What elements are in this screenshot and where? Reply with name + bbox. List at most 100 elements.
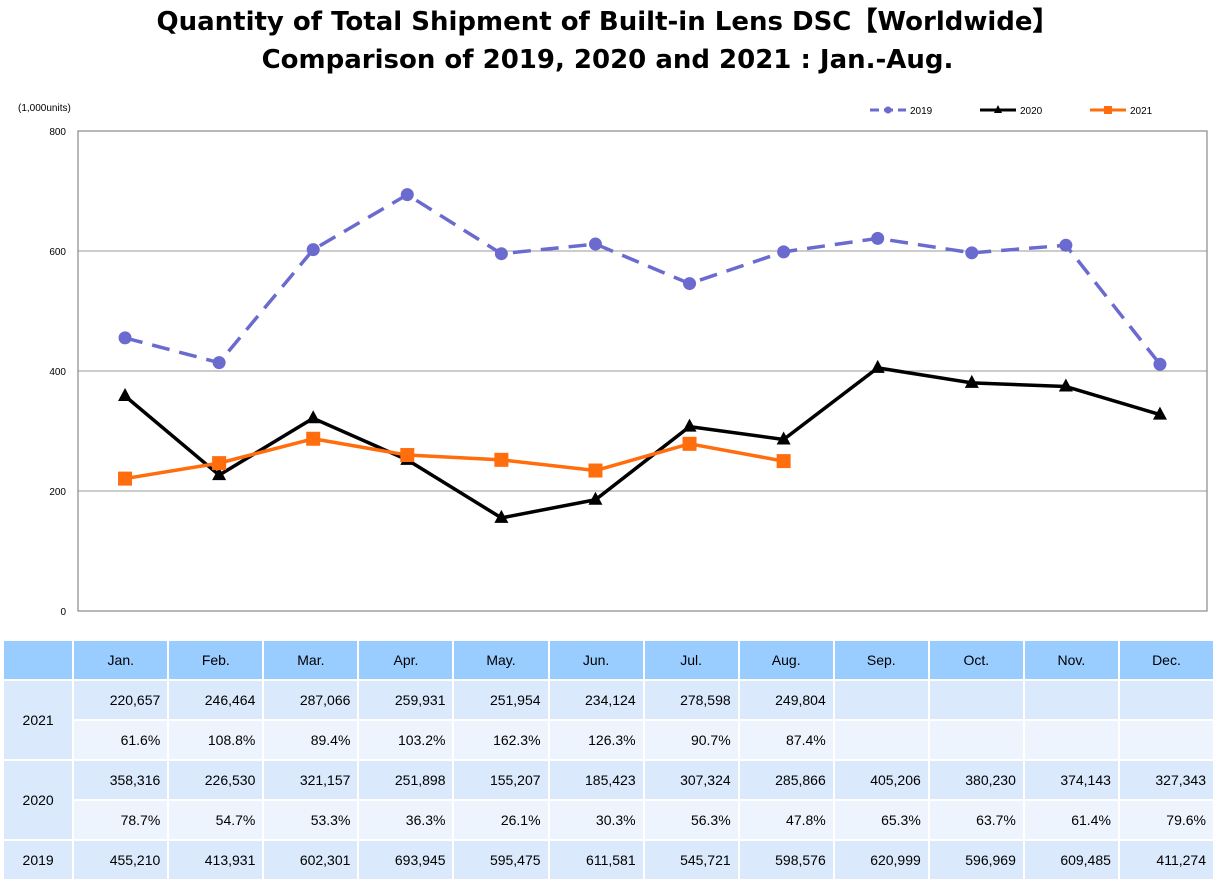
yoy-percent-cell: 87.4% (739, 721, 833, 759)
quantity-cell: 327,343 (1119, 761, 1213, 799)
quantity-cell: 358,316 (74, 761, 168, 799)
month-header: Aug. (739, 641, 833, 679)
legend-item-2020: 2020 (980, 105, 1043, 117)
quantity-cell: 595,475 (454, 841, 548, 879)
data-point-2019-may (494, 247, 508, 261)
y-tick-label: 0 (60, 607, 66, 618)
data-point-2019-sep (871, 231, 885, 245)
y-tick-label: 200 (49, 487, 66, 498)
yoy-percent-cell: 108.8% (169, 721, 263, 759)
series-2019 (118, 188, 1167, 371)
data-point-2020-mar (306, 410, 321, 424)
quantity-cell: 596,969 (929, 841, 1023, 879)
yoy-percent-cell: 89.4% (264, 721, 358, 759)
quantity-cell: 251,898 (359, 761, 453, 799)
quantity-cell: 307,324 (644, 761, 738, 799)
quantity-cell: 251,954 (454, 681, 548, 719)
yoy-percent-cell (1119, 721, 1213, 759)
yoy-percent-cell: 126.3% (549, 721, 643, 759)
month-header: Nov. (1024, 641, 1118, 679)
yoy-percent-cell: 78.7% (74, 801, 168, 839)
data-point-2019-nov (1059, 238, 1073, 252)
data-table: Jan. Feb. Mar. Apr. May. Jun. Jul. Aug. Sep. Oct.… (2, 639, 1215, 881)
legend-marker-2020 (994, 105, 1002, 113)
month-header: Jan. (74, 641, 168, 679)
yoy-percent-cell: 61.4% (1024, 801, 1118, 839)
line-chart: (1,000units) 0 200 400 600 800 2019 2020 2021 (18, 103, 1208, 618)
table-row-2021-pct: 61.6% 108.8% 89.4% 103.2% 162.3% 126.3% 90.7% 8… (4, 721, 1213, 759)
data-point-2021-jun (588, 463, 603, 478)
quantity-cell (1024, 681, 1118, 719)
data-point-2021-jan (118, 471, 133, 486)
yoy-percent-cell: 36.3% (359, 801, 453, 839)
quantity-cell: 411,274 (1119, 841, 1213, 879)
series-2020 (118, 359, 1167, 523)
yoy-percent-cell: 47.8% (739, 801, 833, 839)
yoy-percent-cell: 103.2% (359, 721, 453, 759)
quantity-cell (834, 681, 928, 719)
data-point-2021-mar (306, 431, 321, 446)
table-row-2020-val: 2020 358,316 226,530 321,157 251,898 155,207 1… (4, 761, 1213, 839)
data-point-2019-oct (965, 246, 979, 260)
quantity-cell: 155,207 (454, 761, 548, 799)
data-point-2021-jul (682, 436, 697, 451)
data-point-2020-oct (964, 374, 979, 388)
quantity-cell: 609,485 (1024, 841, 1118, 879)
quantity-cell: 611,581 (549, 841, 643, 879)
month-header: Dec. (1119, 641, 1213, 679)
quantity-cell: 413,931 (169, 841, 263, 879)
yoy-percent-cell: 90.7% (644, 721, 738, 759)
chart-title-line2: Comparison of 2019, 2020 and 2021 : Jan.… (261, 45, 954, 75)
gridlines (78, 250, 1207, 492)
year-label: 2019 (4, 841, 73, 879)
month-header: Mar. (264, 641, 358, 679)
yoy-percent-cell (834, 721, 928, 759)
y-tick-label: 400 (49, 367, 66, 378)
yoy-percent-cell: 26.1% (454, 801, 548, 839)
year-label: 2020 (4, 761, 73, 839)
y-tick-label: 600 (49, 247, 66, 258)
series-line-2019 (124, 192, 1162, 366)
data-point-2019-jul (683, 277, 697, 291)
data-point-2019-mar (306, 243, 320, 257)
legend-marker-2019 (884, 106, 892, 114)
quantity-cell: 234,124 (549, 681, 643, 719)
y-axis-unit-label: (1,000units) (18, 103, 71, 114)
data-point-2021-aug (776, 454, 791, 469)
yoy-percent-cell: 53.3% (264, 801, 358, 839)
yoy-percent-cell: 63.7% (929, 801, 1023, 839)
quantity-cell: 374,143 (1024, 761, 1118, 799)
year-label: 2021 (4, 681, 73, 759)
series (118, 188, 1167, 523)
data-point-2020-nov (1058, 378, 1073, 392)
yoy-percent-cell: 30.3% (549, 801, 643, 839)
yoy-percent-cell (929, 721, 1023, 759)
quantity-cell: 380,230 (929, 761, 1023, 799)
data-point-2019-aug (777, 245, 791, 259)
chart-title-line1: Quantity of Total Shipment of Built-in L… (156, 7, 1059, 37)
month-header: Sep. (834, 641, 928, 679)
data-point-2020-aug (776, 431, 791, 445)
data-point-2020-dec (1152, 406, 1167, 420)
data-point-2019-dec (1153, 357, 1167, 371)
quantity-cell: 246,464 (169, 681, 263, 719)
quantity-cell: 602,301 (264, 841, 358, 879)
quantity-cell: 220,657 (74, 681, 168, 719)
yoy-percent-cell: 54.7% (169, 801, 263, 839)
month-header: Jul. (644, 641, 738, 679)
quantity-cell: 598,576 (739, 841, 833, 879)
legend-label-2020: 2020 (1020, 106, 1043, 117)
yoy-percent-cell: 56.3% (644, 801, 738, 839)
quantity-cell (929, 681, 1023, 719)
table-row-2021-val: 2021 220,657 246,464 287,066 259,931 251,954 2… (4, 681, 1213, 759)
quantity-cell: 620,999 (834, 841, 928, 879)
legend-item-2021: 2021 (1090, 106, 1153, 117)
yoy-percent-cell: 61.6% (74, 721, 168, 759)
plot-area-frame (77, 130, 1208, 612)
quantity-cell: 405,206 (834, 761, 928, 799)
month-header: May. (454, 641, 548, 679)
legend-item-2019: 2019 (870, 106, 933, 117)
quantity-cell: 693,945 (359, 841, 453, 879)
legend: 2019 2020 2021 (870, 105, 1153, 117)
table-corner-cell (4, 641, 73, 679)
